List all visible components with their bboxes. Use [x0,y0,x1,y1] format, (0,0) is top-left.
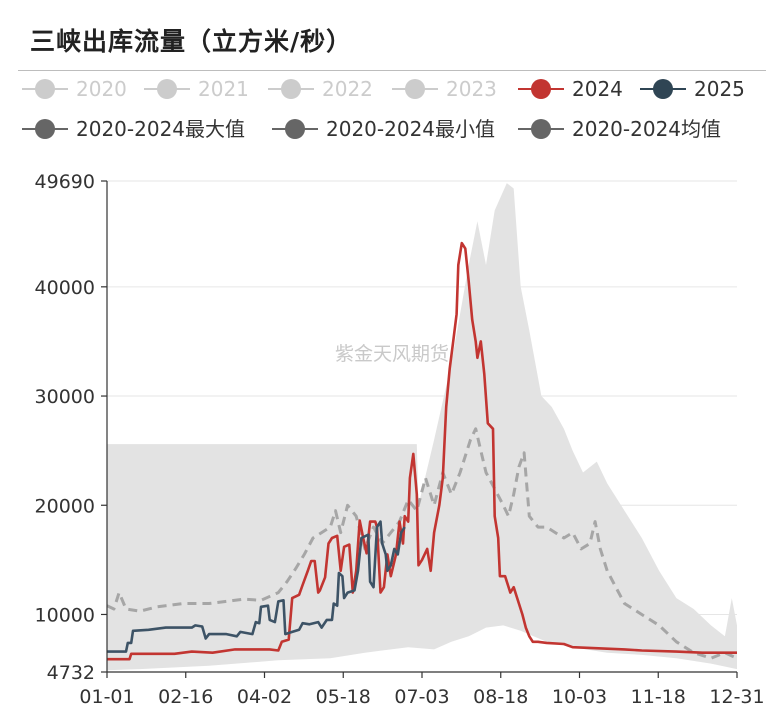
watermark: 紫金天风期货 [335,343,449,365]
x-tick-label: 04-02 [237,686,292,708]
legend-swatch-marker [281,79,301,99]
legend-item-2020-2024[interactable]: 2020-2024最小值 [272,117,495,141]
x-tick-label: 12-31 [709,686,764,708]
legend-item-2020-2024[interactable]: 2020-2024均值 [518,117,721,141]
legend-item-2020-2024[interactable]: 2020-2024最大值 [22,117,245,141]
y-tick-label: 49690 [35,171,95,193]
y-tick-label: 40000 [35,277,95,299]
legend-label: 2022 [322,77,373,101]
legend-swatch-marker [157,79,177,99]
title-divider [18,70,766,71]
legend-swatch-marker [35,119,55,139]
legend-swatch-marker [653,79,673,99]
y-tick-label: 4732 [47,662,95,684]
legend-swatch-marker [285,119,305,139]
x-tick-label: 11-18 [631,686,686,708]
series-line-2025 [107,520,406,653]
series-lines [106,241,738,661]
watermark-group: 紫金天风期货 [335,343,449,365]
x-tick-label: 10-03 [552,686,607,708]
legend-label: 2024 [572,77,623,101]
y-tick-label: 30000 [35,386,95,408]
x-tick-label: 07-03 [394,686,449,708]
legend-item-2023[interactable]: 2023 [392,77,497,101]
legend-item-2024[interactable]: 2024 [518,77,623,101]
legend-item-2025[interactable]: 2025 [640,77,745,101]
legend-item-2022[interactable]: 2022 [268,77,373,101]
x-tick-label: 01-01 [79,686,134,708]
legend-label: 2020-2024最小值 [326,117,495,141]
legend-item-2021[interactable]: 2021 [144,77,249,101]
legend-swatch-marker [531,119,551,139]
legend-swatch-marker [35,79,55,99]
y-tick-label: 20000 [35,495,95,517]
axes: 4732 10000 20000 30000 40000 49690 01-01 02-16 0… [35,171,765,708]
legend-label: 2021 [198,77,249,101]
chart-title: 三峡出库流量（立方米/秒） [30,27,353,56]
x-tick-label: 02-16 [158,686,213,708]
series-line-2020-2024 [106,427,738,660]
legend-label: 2025 [694,77,745,101]
legend: 2020 2021 2022 2023 2024 2025 2020-2024最大值 2020… [22,77,745,141]
legend-swatch-marker [531,79,551,99]
legend-item-2020[interactable]: 2020 [22,77,127,101]
x-tick-label: 05-18 [316,686,371,708]
max-min-band [107,183,737,671]
legend-label: 2023 [446,77,497,101]
legend-label: 2020 [76,77,127,101]
legend-label: 2020-2024均值 [572,117,721,141]
legend-label: 2020-2024最大值 [76,117,245,141]
x-tick-label: 08-18 [473,686,528,708]
y-tick-label: 10000 [35,604,95,626]
band-area-max-min [107,183,737,671]
legend-swatch-marker [405,79,425,99]
series-line-2024 [107,241,737,661]
